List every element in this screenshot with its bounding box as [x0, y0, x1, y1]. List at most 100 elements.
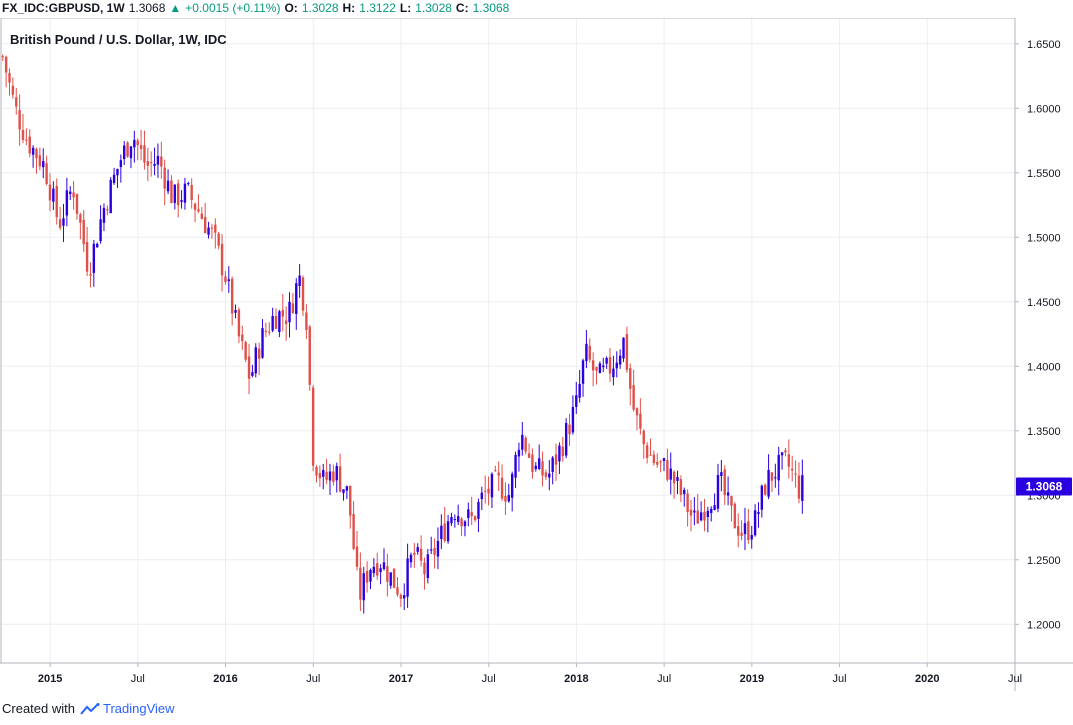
- candle-body: [747, 521, 750, 541]
- candle-body: [399, 594, 403, 599]
- low-label: L:: [399, 1, 412, 15]
- candle-body: [386, 566, 389, 582]
- candle-body: [389, 572, 392, 586]
- high-value: 1.3122: [359, 1, 396, 15]
- candle-body: [686, 493, 689, 513]
- candle-body: [180, 200, 183, 202]
- tradingview-link[interactable]: TradingView: [80, 701, 175, 716]
- candle-body: [79, 214, 82, 223]
- candle-body: [629, 368, 632, 389]
- candle-body: [251, 372, 254, 376]
- tradingview-brand: TradingView: [102, 701, 175, 716]
- candle-body: [797, 475, 801, 499]
- candle-body: [642, 430, 645, 445]
- open-label: O:: [284, 1, 298, 15]
- candle-body: [703, 511, 706, 521]
- candle-body: [733, 503, 737, 529]
- candle-body: [494, 470, 497, 472]
- candle-body: [561, 446, 564, 457]
- candle-body: [706, 510, 710, 518]
- candle-body: [345, 486, 349, 491]
- x-tick-label: 2016: [213, 673, 237, 685]
- price-chart[interactable]: 1.20001.25001.30001.35001.40001.45001.50…: [0, 17, 1073, 691]
- candle-body: [774, 477, 777, 479]
- candle-body: [483, 490, 487, 492]
- candle-body: [362, 573, 365, 601]
- candle-body: [409, 554, 413, 563]
- candle-body: [89, 274, 92, 276]
- candle-body: [770, 472, 774, 481]
- candle-body: [558, 445, 561, 462]
- candle-body: [264, 330, 268, 332]
- candle-body: [25, 139, 28, 141]
- y-tick-label: 1.6500: [1027, 39, 1061, 51]
- candle-body: [450, 516, 453, 524]
- candle-body: [52, 188, 55, 202]
- candle-body: [261, 328, 264, 358]
- candle-body: [355, 546, 359, 567]
- y-tick-label: 1.3500: [1027, 426, 1061, 438]
- candle-body: [477, 501, 480, 519]
- candle-body: [35, 148, 38, 159]
- candle-body: [666, 460, 669, 480]
- time-axis[interactable]: 2015 Jul 2016 Jul 2017 Jul 2018 Jul 2019 Jul 2020 J…: [38, 663, 1022, 685]
- candle-body: [571, 406, 575, 433]
- candle-body: [318, 473, 322, 479]
- candle-body: [794, 473, 797, 475]
- candle-body: [801, 475, 804, 501]
- candle-body: [254, 347, 257, 374]
- y-tick-label: 1.4000: [1027, 361, 1061, 373]
- candle-body: [662, 458, 666, 461]
- grid-lines: [1, 18, 1016, 663]
- candle-body: [564, 422, 568, 456]
- candle-body: [581, 360, 585, 384]
- last-price: 1.3068: [128, 1, 166, 15]
- x-tick-label: 2019: [740, 673, 764, 685]
- candle-body: [332, 471, 335, 482]
- candle-body: [102, 208, 106, 223]
- candle-body: [517, 449, 521, 457]
- candle-body: [605, 357, 608, 364]
- chart-area[interactable]: 1.2000 1.2500 1.3000 1.3500 1.4000 1.4500 1.50…: [0, 17, 1073, 691]
- candle-body: [693, 510, 696, 513]
- x-tick-label: Jul: [1008, 673, 1022, 685]
- candle-body: [760, 485, 764, 510]
- candle-body: [200, 213, 204, 219]
- candle-body: [359, 567, 362, 600]
- high-label: H:: [342, 1, 356, 15]
- candle-body: [230, 278, 234, 314]
- candle-body: [635, 408, 639, 416]
- candle-body: [764, 484, 767, 495]
- candle-body: [291, 303, 295, 313]
- candle-body: [612, 368, 615, 378]
- candle-body: [322, 469, 325, 477]
- candle-body: [514, 454, 517, 478]
- candle-body: [18, 110, 21, 130]
- candle-body: [284, 320, 288, 325]
- candle-body: [342, 489, 345, 494]
- candle-body: [699, 512, 703, 521]
- open-value: 1.3028: [301, 1, 339, 15]
- candle-body: [527, 453, 531, 458]
- candle-body: [689, 509, 693, 516]
- close-label: C:: [455, 1, 469, 15]
- candle-body: [406, 558, 409, 597]
- candle-body: [281, 309, 284, 317]
- candle-body: [1, 56, 4, 58]
- candle-body: [349, 485, 352, 516]
- symbol-name[interactable]: FX_IDC:GBPUSD, 1W: [2, 1, 125, 15]
- candle-body: [507, 495, 511, 502]
- candle-body: [58, 219, 62, 228]
- x-tick-label: 2018: [564, 673, 588, 685]
- candle-body: [328, 471, 332, 481]
- candle-body: [443, 523, 446, 541]
- candle-body: [419, 548, 423, 561]
- plot-frame: [0, 17, 1016, 664]
- candle-body: [787, 454, 791, 467]
- price-axis[interactable]: 1.20001.25001.30001.35001.40001.45001.50…: [1015, 39, 1061, 632]
- candle-body: [129, 146, 133, 159]
- candle-body: [112, 174, 116, 184]
- candle-body: [214, 224, 217, 233]
- candle-body: [645, 445, 649, 458]
- candle-body: [784, 450, 787, 453]
